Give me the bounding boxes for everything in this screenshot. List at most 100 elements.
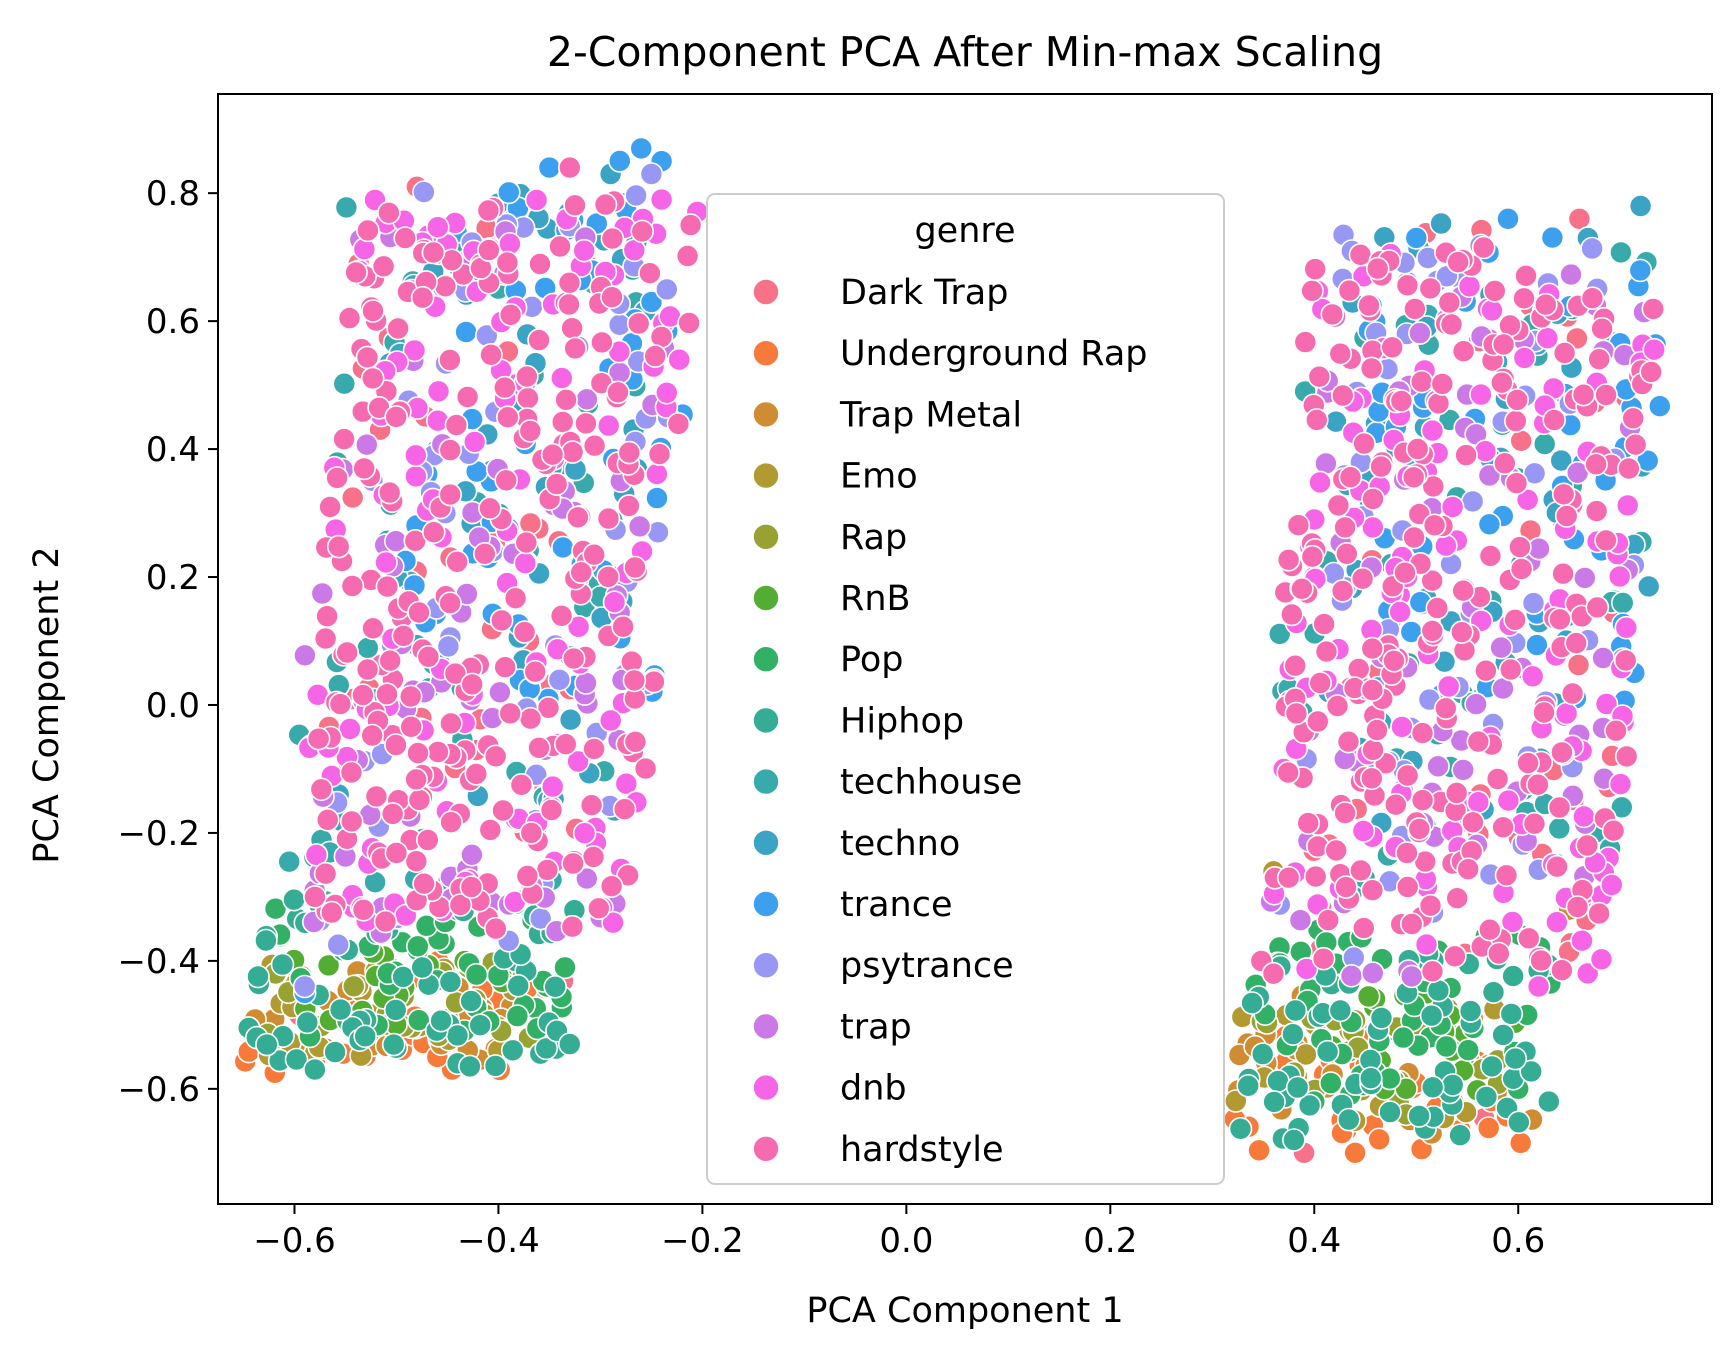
data-point xyxy=(1400,912,1424,936)
data-point xyxy=(1352,431,1376,456)
data-point xyxy=(354,432,379,457)
data-point xyxy=(1469,382,1493,407)
data-point xyxy=(410,955,435,980)
data-point xyxy=(407,788,432,812)
data-point xyxy=(381,1032,406,1057)
data-point xyxy=(1560,681,1585,706)
y-tick-label: 0.0 xyxy=(146,686,200,726)
data-point xyxy=(277,849,302,874)
data-point xyxy=(1478,544,1503,568)
legend-label: psytrance xyxy=(840,946,1014,986)
legend-marker xyxy=(752,522,780,551)
data-point xyxy=(464,762,489,786)
data-point xyxy=(1335,541,1359,566)
legend-label: Dark Trap xyxy=(840,273,1008,313)
data-point xyxy=(1308,470,1332,495)
data-point xyxy=(557,155,582,180)
data-point xyxy=(1236,1074,1260,1098)
data-point xyxy=(1360,636,1385,661)
data-point xyxy=(666,412,691,436)
data-point xyxy=(1430,372,1455,396)
data-point xyxy=(1359,1066,1383,1090)
data-point xyxy=(1551,561,1575,586)
data-point xyxy=(1324,838,1348,863)
data-point xyxy=(1609,240,1633,265)
data-point xyxy=(344,260,368,285)
data-point xyxy=(1565,895,1590,919)
data-point xyxy=(498,701,523,726)
data-point xyxy=(1575,833,1600,858)
data-point xyxy=(492,375,517,400)
data-point xyxy=(1456,857,1480,882)
data-point xyxy=(560,914,585,939)
data-point xyxy=(1337,278,1362,303)
data-point xyxy=(1314,639,1339,664)
legend-label: Trap Metal xyxy=(839,395,1022,435)
data-point xyxy=(323,1040,347,1064)
y-tick-label: −0.6 xyxy=(117,1070,200,1110)
data-point xyxy=(1288,908,1313,933)
data-point xyxy=(515,864,540,888)
data-point xyxy=(405,934,430,959)
data-point xyxy=(1461,810,1485,835)
data-point xyxy=(654,277,679,302)
data-point xyxy=(477,238,501,262)
data-point xyxy=(476,198,501,223)
x-tick-label: 0.6 xyxy=(1491,1221,1545,1261)
data-point xyxy=(1615,493,1640,518)
data-point xyxy=(1361,515,1385,540)
data-point xyxy=(1573,566,1597,590)
data-point xyxy=(1551,482,1576,507)
legend-label: Underground Rap xyxy=(840,334,1148,374)
x-tick-label: 0.0 xyxy=(879,1221,933,1261)
data-point xyxy=(1361,487,1385,511)
data-point xyxy=(1516,751,1540,775)
data-point xyxy=(574,866,599,891)
data-point xyxy=(1567,207,1592,231)
data-point xyxy=(340,574,365,598)
data-point xyxy=(1604,718,1628,743)
data-point xyxy=(416,644,441,669)
legend-marker xyxy=(752,584,780,612)
data-point xyxy=(254,928,278,953)
data-point xyxy=(527,328,551,352)
legend-label: techno xyxy=(840,824,960,864)
data-point xyxy=(500,1038,525,1063)
data-point xyxy=(383,998,408,1022)
data-point xyxy=(351,683,375,707)
data-point xyxy=(623,729,648,754)
data-point xyxy=(572,821,597,846)
data-point xyxy=(332,427,356,451)
data-point xyxy=(607,149,632,173)
data-point xyxy=(496,180,521,205)
data-point xyxy=(1407,817,1432,841)
data-point xyxy=(404,464,428,489)
series-hardstyle xyxy=(303,155,1666,986)
data-point xyxy=(602,590,627,615)
data-point xyxy=(654,380,679,405)
legend-marker xyxy=(752,461,780,490)
data-point xyxy=(1501,964,1525,988)
data-point xyxy=(478,496,502,521)
data-point xyxy=(438,438,463,462)
data-point xyxy=(493,655,518,680)
y-axis-ticks: −0.6 −0.4 −0.2 0.0 0.2 0.4 0.6 0.8 xyxy=(117,174,218,1110)
data-point xyxy=(1509,557,1534,581)
data-point xyxy=(1591,646,1615,670)
data-point xyxy=(558,707,583,732)
data-point xyxy=(391,965,415,989)
data-point xyxy=(1361,738,1385,762)
data-point xyxy=(1548,607,1572,632)
data-point xyxy=(1426,754,1450,779)
data-point xyxy=(518,706,543,731)
data-point xyxy=(1420,619,1445,643)
data-point xyxy=(1359,356,1384,381)
data-point xyxy=(326,534,351,559)
legend-label: techhouse xyxy=(840,763,1022,803)
data-point xyxy=(315,604,339,629)
data-point xyxy=(1473,439,1498,464)
data-point xyxy=(438,591,462,616)
data-point xyxy=(1552,341,1577,365)
legend-label: Emo xyxy=(840,457,918,497)
data-point xyxy=(1613,648,1638,673)
